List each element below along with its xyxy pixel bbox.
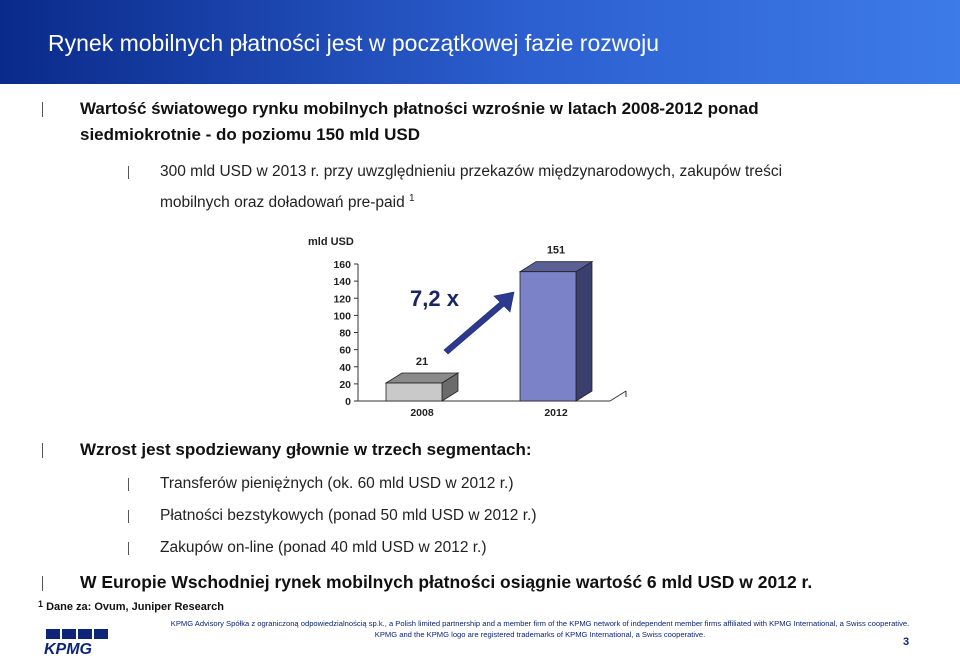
sub-bullet-1-text: mobilnych oraz doładowań pre-paid [160, 194, 405, 212]
bullet-marker [42, 576, 43, 591]
bullet-2-text: Wzrost jest spodziewany głownie w trzech… [80, 440, 532, 459]
page-number: 3 [903, 636, 910, 648]
bullet-3-text: W Europie Wschodniej rynek mobilnych pła… [80, 572, 813, 592]
bar-2008 [385, 382, 443, 402]
sub-bullet-marker [128, 478, 129, 491]
kpmg-logo-text: KPMG [44, 641, 92, 656]
x-tick-label: 2012 [544, 407, 568, 419]
y-tick-label: 140 [333, 276, 351, 288]
data-label-2008: 21 [416, 356, 428, 368]
market-chart: mld USD 0 20 40 60 80 100 120 140 160 21 2008 151 201… [300, 232, 660, 427]
title-bar: Rynek mobilnych płatności jest w początk… [0, 0, 960, 84]
y-tick-label: 80 [339, 328, 351, 340]
segment-contactless: Płatności bezstykowych (ponad 50 mld USD… [160, 507, 537, 524]
page-title: Rynek mobilnych płatności jest w początk… [48, 30, 660, 56]
footnote-text: Dane za: Ovum, Juniper Research [46, 601, 224, 613]
bar-side-2012 [575, 260, 593, 402]
growth-annotation: 7,2 x [410, 286, 460, 311]
y-axis-label: mld USD [308, 236, 354, 248]
kpmg-logo: KPMG [42, 628, 114, 658]
segment-transfers: Transferów pieniężnych (ok. 60 mld USD w… [160, 475, 514, 492]
growth-arrow [443, 291, 515, 355]
x-axis-depth-line [609, 390, 627, 402]
y-tick-label: 100 [333, 310, 351, 322]
bullet-marker [42, 443, 43, 458]
sub-bullet-marker [128, 166, 129, 179]
bullet-1-line-1: Wartość światowego rynku mobilnych płatn… [80, 99, 759, 118]
segment-online: Zakupów on-line (ponad 40 mld USD w 2012… [160, 539, 487, 556]
market-chart-svg: mld USD 0 20 40 60 80 100 120 140 160 21 2008 151 201… [308, 236, 627, 419]
footnote-number: 1 [38, 599, 44, 609]
y-tick-label: 160 [333, 259, 351, 271]
kpmg-logo-icon: KPMG [44, 629, 108, 658]
source-footnote: 1 Dane za: Ovum, Juniper Research [38, 599, 224, 613]
sub-bullet-1-line-2: mobilnych oraz doładowań pre-paid 1 [160, 187, 415, 215]
y-tick-label: 60 [339, 345, 351, 357]
legal-footer: KPMG Advisory Spółka z ograniczoną odpow… [170, 618, 910, 640]
bullet-1-line-2: siedmiokrotnie - do poziomu 150 mld USD [80, 125, 421, 144]
sub-bullet-marker [128, 510, 129, 523]
y-tick-label: 120 [333, 293, 351, 305]
sub-bullet-marker [128, 542, 129, 555]
legal-footer-line-2: KPMG and the KPMG logo are registered tr… [374, 630, 706, 639]
bar-2012 [519, 271, 577, 402]
bullet-marker [42, 102, 43, 117]
y-tick-label: 20 [339, 379, 351, 391]
sub-bullet-1-line-1: 300 mld USD w 2013 r. przy uwzględnieniu… [160, 163, 783, 180]
legal-footer-line-1: KPMG Advisory Spółka z ograniczoną odpow… [170, 619, 910, 628]
data-label-2012: 151 [547, 245, 565, 257]
footnote-ref: 1 [409, 193, 415, 204]
x-tick-label: 2008 [410, 407, 434, 419]
y-tick-label: 0 [345, 396, 351, 408]
y-tick-label: 40 [339, 362, 351, 374]
